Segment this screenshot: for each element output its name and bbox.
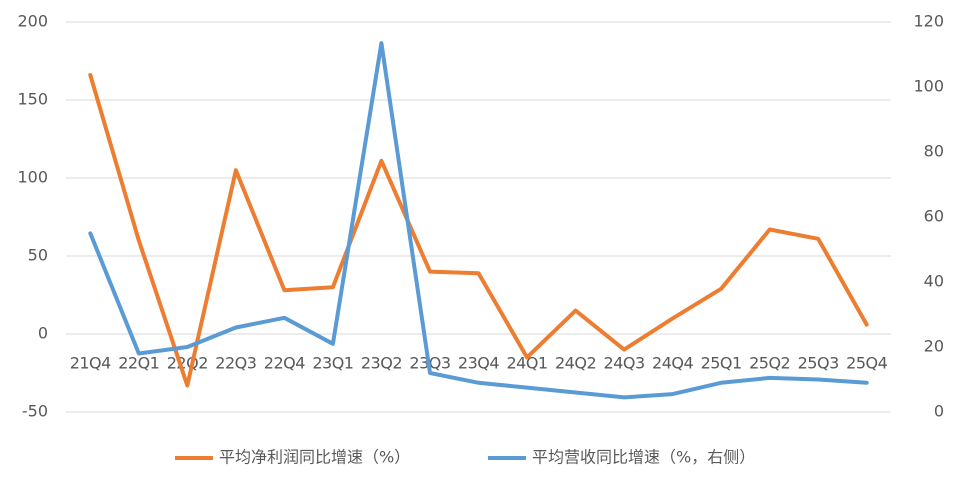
x-tick-label: 23Q2: [361, 354, 402, 373]
y2-tick-label: 120: [913, 12, 944, 31]
x-tick-label: 25Q1: [701, 354, 742, 373]
y2-tick-label: 40: [924, 272, 944, 291]
y2-tick-label: 60: [924, 207, 944, 226]
x-tick-label: 25Q4: [846, 354, 887, 373]
x-tick-label: 22Q2: [167, 354, 208, 373]
x-tick-label: 24Q4: [652, 354, 693, 373]
y-tick-label: 50: [28, 246, 48, 265]
legend-label: 平均营收同比增速（%，右侧）: [532, 448, 755, 467]
y-tick-label: 0: [38, 324, 48, 343]
y2-tick-label: 0: [934, 402, 944, 421]
y-tick-label: -50: [22, 402, 48, 421]
series-line: [88, 73, 869, 388]
y-tick-label: 200: [17, 12, 48, 31]
y-tick-label: 150: [17, 90, 48, 109]
x-tick-label: 22Q4: [264, 354, 305, 373]
x-tick-label: 22Q1: [118, 354, 159, 373]
x-tick-label: 25Q3: [798, 354, 839, 373]
x-tick-label: 25Q2: [749, 354, 790, 373]
x-tick-label: 24Q1: [506, 354, 547, 373]
y2-tick-label: 100: [913, 77, 944, 96]
series-line: [88, 41, 869, 400]
x-tick-label: 24Q2: [555, 354, 596, 373]
y2-tick-label: 80: [924, 142, 944, 161]
y-tick-label: 100: [17, 168, 48, 187]
x-tick-label: 23Q1: [312, 354, 353, 373]
x-tick-label: 23Q4: [458, 354, 499, 373]
y2-tick-label: 20: [924, 337, 944, 356]
legend-label: 平均净利润同比增速（%）: [219, 448, 410, 467]
x-tick-label: 22Q3: [215, 354, 256, 373]
x-tick-label: 24Q3: [604, 354, 645, 373]
x-tick-label: 21Q4: [70, 354, 111, 373]
